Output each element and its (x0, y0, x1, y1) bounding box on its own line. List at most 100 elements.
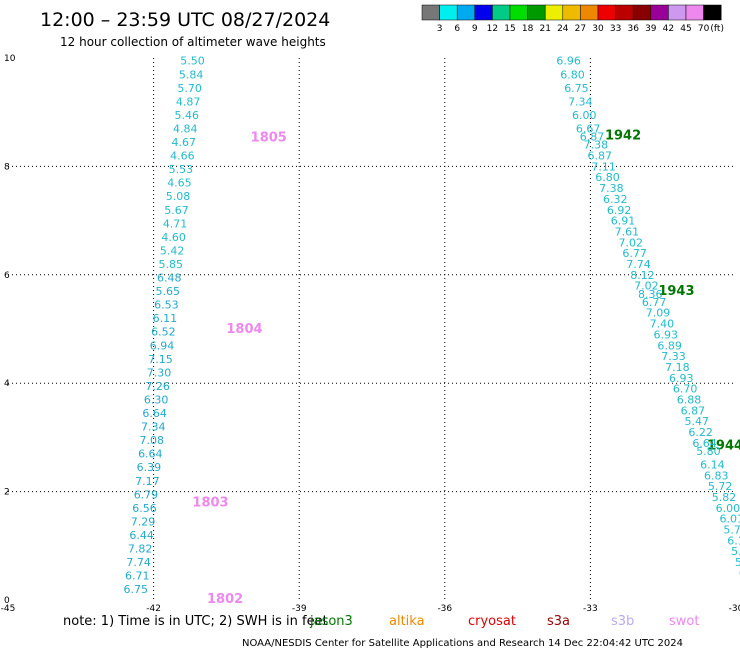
wave-height-label: 4.60 (161, 231, 186, 244)
colorbar-swatch (632, 4, 652, 21)
wave-height-label: 7.18 (665, 361, 690, 374)
satellite-legend-item: swot (669, 614, 699, 629)
colorbar-unit: (ft) (710, 24, 724, 34)
colorbar-label: 45 (680, 24, 691, 34)
wave-height-label: 5.75 (723, 524, 740, 537)
wave-height-label: 6.87 (587, 150, 612, 163)
wave-height-label: 6.89 (657, 339, 682, 352)
pass-id-label: 1944 (707, 439, 740, 454)
x-tick-label: -39 (292, 604, 307, 614)
series-swh-pass-1804: 6.485.656.536.116.526.947.157.307.266.30… (135, 272, 181, 488)
pass-id-label: 1803 (192, 495, 228, 510)
wave-height-label: 6.96 (556, 55, 581, 68)
colorbar-label: 9 (472, 24, 478, 34)
wave-height-label: 4.65 (167, 177, 192, 190)
wave-height-label: 6.00 (572, 109, 597, 122)
wave-height-label: 5.46 (174, 109, 199, 122)
wave-height-label: 6.67 (576, 122, 601, 135)
wave-height-label: 6.80 (595, 171, 620, 184)
wave-height-label: 6.19 (727, 534, 740, 547)
wave-height-label: 6.14 (700, 459, 725, 472)
wave-height-label: 5.50 (180, 55, 205, 68)
satellite-legend-item: cryosat (468, 614, 516, 629)
pass-id-label: 1802 (207, 592, 243, 607)
footer-credit: NOAA/NESDIS Center for Satellite Applica… (242, 638, 683, 649)
colorbar-swatch (562, 4, 581, 21)
pass-id-label: 1805 (251, 131, 287, 146)
wave-height-label: 5.84 (179, 68, 204, 81)
pass-id-label: 1943 (658, 284, 694, 299)
wave-height-label: 6.75 (124, 583, 149, 596)
wave-height-label: 7.38 (599, 182, 624, 195)
wave-height-label: 7.82 (128, 543, 153, 556)
wave-height-label: 6.30 (144, 393, 169, 406)
colorbar-label: 6 (454, 24, 460, 34)
wave-height-label: 7.74 (626, 258, 651, 271)
wave-height-label: 7.29 (131, 515, 156, 528)
wave-height-label: 6.32 (603, 193, 628, 206)
wave-height-label: 6.64 (138, 448, 163, 461)
wave-height-label: 5.53 (169, 163, 194, 176)
y-tick-label: 2 (4, 488, 10, 498)
colorbar-swatch (615, 4, 634, 21)
wave-height-label: 7.30 (147, 366, 172, 379)
y-tick-label: 6 (4, 271, 10, 281)
wave-height-label: 6.22 (688, 426, 713, 439)
wave-height-label: 5.08 (166, 190, 191, 203)
satellite-legend-item: s3a (547, 614, 570, 629)
wave-height-label: 6.01 (719, 513, 740, 526)
colorbar-swatch (474, 4, 493, 21)
series-jason3: 1942 1943 1944 (605, 129, 740, 454)
colorbar-label: 33 (610, 24, 621, 34)
wave-height-label: 6.48 (157, 272, 182, 285)
chart-subtitle: 12 hour collection of altimeter wave hei… (60, 35, 326, 49)
plot-area: -45-42-39-36-33-300246810180218031804180… (1, 54, 740, 614)
wave-height-label: 6.39 (137, 461, 162, 474)
wave-height-label: 7.09 (646, 307, 671, 320)
wave-height-label: 7.11 (591, 160, 616, 173)
wave-height-label: 5.47 (685, 415, 710, 428)
wave-height-label: 6.91 (611, 215, 636, 228)
wave-height-label: 6.56 (132, 502, 157, 515)
pass-id-label: 1942 (605, 129, 641, 144)
wave-height-label: 7.26 (145, 380, 170, 393)
wave-height-label: 4.87 (176, 95, 201, 108)
wave-height-label: 6.77 (622, 247, 647, 260)
wave-height-label: 7.15 (148, 353, 173, 366)
wave-height-label: 4.67 (172, 136, 197, 149)
wave-height-label: 6.93 (653, 328, 678, 341)
wave-height-label: 5.65 (156, 285, 181, 298)
wave-height-label: 6.92 (607, 204, 632, 217)
wave-height-label: 7.61 (615, 225, 640, 238)
series-swh-pass-1944: 6.146.835.725.826.006.015.756.195.905.71… (700, 459, 740, 580)
wave-height-label: 6.80 (560, 68, 585, 81)
series-swh-pass-1943: 8.366.777.097.406.936.897.337.186.936.70… (638, 288, 721, 458)
wave-height-label: 8.36 (638, 288, 663, 301)
x-tick-label: -36 (437, 604, 452, 614)
colorbar-swatch (544, 4, 564, 21)
wave-height-label: 6.52 (151, 326, 176, 339)
colorbar-label: 42 (663, 24, 674, 34)
colorbar-legend: 3 6 9 12 15 18 21 24 27 30 33 36 39 42 45 70 (ft) (421, 4, 724, 34)
colorbar-swatch (685, 4, 704, 21)
y-tick-label: 0 (4, 596, 10, 606)
wave-height-label: 6.79 (134, 488, 159, 501)
wave-height-label: 5.42 (160, 244, 185, 257)
colorbar-label: 24 (557, 24, 569, 34)
colorbar-swatch (703, 4, 722, 21)
wave-height-label: 7.33 (661, 350, 686, 363)
colorbar-label: 27 (575, 24, 586, 34)
colorbar-label: 39 (645, 24, 657, 34)
wave-height-label: 6.53 (154, 299, 179, 312)
colorbar-label: 21 (539, 24, 550, 34)
y-tick-label: 10 (4, 54, 16, 64)
x-tick-label: -30 (729, 604, 740, 614)
wave-height-label: 5.71 (735, 556, 740, 569)
colorbar-swatch (527, 4, 546, 21)
wave-height-label: 7.02 (634, 280, 659, 293)
wave-height-label: 6.93 (669, 372, 694, 385)
colorbar-label: 70 (698, 24, 710, 34)
wave-height-label: 5.67 (164, 204, 189, 217)
wave-height-label: 4.71 (163, 217, 188, 230)
satellite-legend-item: s3b (611, 614, 634, 629)
